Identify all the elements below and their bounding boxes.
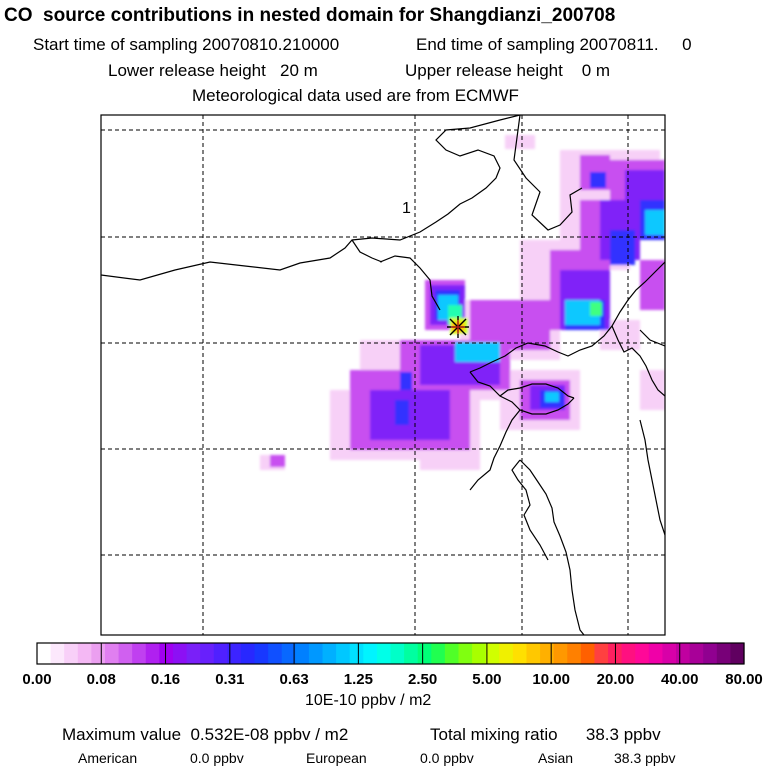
region-label: 1: [402, 200, 411, 217]
coastline: [101, 115, 665, 635]
colorbar-tick-label: 2.50: [408, 671, 438, 688]
colorbar-tick-label: 0.00: [22, 671, 52, 688]
lat-lon-grid: [101, 115, 665, 635]
total-mixing-text: Total mixing ratio 38.3 ppbv: [430, 725, 661, 744]
american-label: American: [78, 750, 138, 766]
european-label: European: [306, 750, 367, 766]
asian-label: Asian: [538, 750, 574, 766]
plot-title: CO source contributions in nested domain…: [4, 5, 616, 26]
asian-value: 38.3 ppbv: [614, 750, 676, 766]
start-sampling-text: Start time of sampling 20070810.210000: [33, 35, 340, 54]
max-value-text: Maximum value 0.532E-08 ppbv / m2: [62, 725, 349, 744]
end-sampling-text: End time of sampling 20070811. 0: [416, 35, 692, 54]
colorbar-tick-label: 80.00: [725, 671, 763, 688]
colorbar-tick-label: 0.31: [215, 671, 245, 688]
upper-release-text: Upper release height 0 m: [405, 61, 611, 80]
colorbar-tick-label: 1.25: [343, 671, 373, 688]
met-data-text: Meteorological data used are from ECMWF: [192, 86, 519, 105]
plume-field: [260, 135, 665, 470]
colorbar-tick-label: 0.16: [150, 671, 181, 688]
colorbar-tick-label: 20.00: [596, 671, 635, 688]
map-frame: [100, 114, 666, 636]
colorbar-tick-label: 0.08: [86, 671, 116, 688]
colorbar-unit: 10E-10 ppbv / m2: [305, 692, 432, 709]
colorbar-tick-label: 40.00: [660, 671, 699, 688]
colorbar-tick-label: 5.00: [472, 671, 502, 688]
colorbar-tick-label: 0.63: [279, 671, 309, 688]
european-value: 0.0 ppbv: [420, 750, 474, 766]
american-value: 0.0 ppbv: [190, 750, 244, 766]
colorbar-tick-label: 10.00: [532, 671, 570, 688]
lower-release-text: Lower release height 20 m: [108, 61, 318, 80]
